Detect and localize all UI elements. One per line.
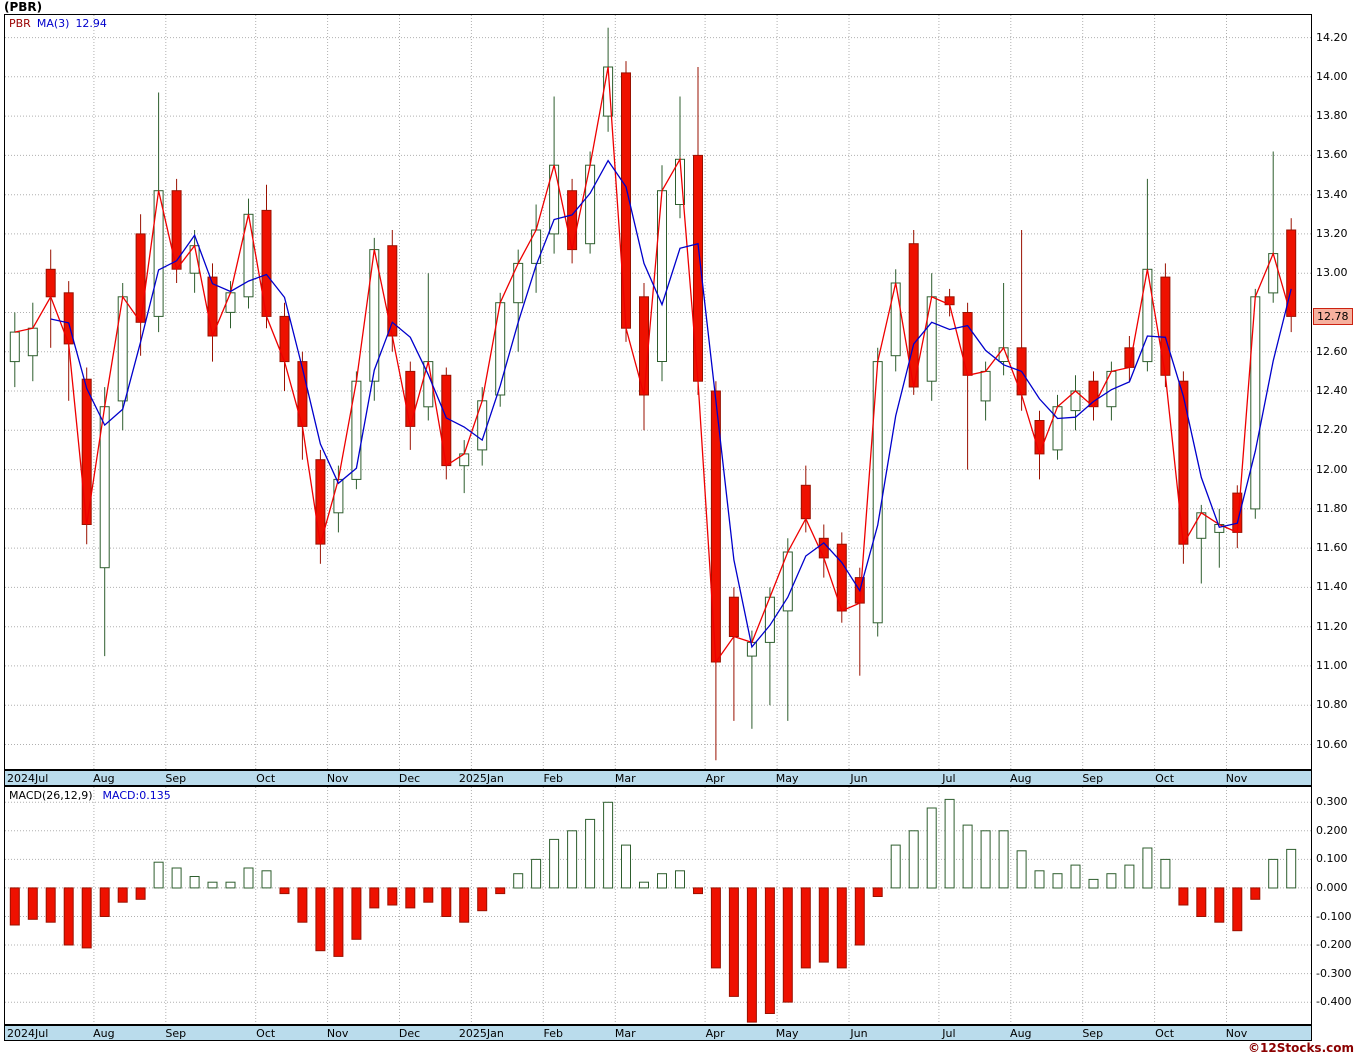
macd-tick-label: 0.100: [1316, 852, 1348, 866]
month-axis-bottom: 2024Jul Aug Sep Oct Nov Dec 2025Jan Feb Mar Apr Ma…: [4, 1025, 1312, 1041]
month-label: Oct: [256, 1027, 276, 1040]
macd-value-label: MACD:0.135: [102, 789, 171, 802]
price-tick-label: 12.00: [1316, 462, 1348, 476]
macd-tick-label: 0.200: [1316, 823, 1348, 837]
ma-label: MA(3): [36, 17, 70, 30]
month-label: Sep: [1082, 772, 1104, 785]
month-label: Aug: [1010, 1027, 1032, 1040]
month-label: Oct: [256, 772, 276, 785]
macd-legend: MACD(26,12,9) MACD:0.135: [9, 789, 181, 802]
page-title: (PBR): [4, 0, 43, 14]
price-tick-label: 11.60: [1316, 541, 1348, 555]
month-label: Sep: [165, 1027, 187, 1040]
ma-value: 12.94: [75, 17, 107, 30]
symbol-label: PBR: [9, 17, 31, 30]
price-tick-label: 10.80: [1316, 698, 1348, 712]
price-tick-label: 13.00: [1316, 266, 1348, 280]
price-tick-label: 11.00: [1316, 658, 1348, 672]
price-tick-label: 12.60: [1316, 344, 1348, 358]
price-legend: PBR MA(3) 12.94: [9, 17, 113, 30]
price-tick-label: 13.40: [1316, 187, 1348, 201]
month-label: Nov: [1225, 772, 1248, 785]
month-label: Oct: [1155, 1027, 1175, 1040]
month-label: 2024Jul: [7, 1027, 49, 1040]
month-label: Feb: [543, 1027, 564, 1040]
month-label: Jun: [850, 772, 868, 785]
macd-panel: [4, 786, 1312, 1025]
month-label: Mar: [614, 1027, 636, 1040]
month-label: Sep: [1082, 1027, 1104, 1040]
month-label: Nov: [326, 1027, 349, 1040]
watermark: ©12Stocks.com: [1248, 1041, 1354, 1055]
month-label: 2024Jul: [7, 772, 49, 785]
price-tick-label: 10.60: [1316, 737, 1348, 751]
price-tick-label: 11.40: [1316, 580, 1348, 594]
month-label: Jul: [942, 1027, 956, 1040]
month-label: Aug: [1010, 772, 1032, 785]
price-tick-label: 13.60: [1316, 148, 1348, 162]
price-tick-label: 11.20: [1316, 619, 1348, 633]
month-label: Dec: [398, 772, 421, 785]
month-label: Aug: [93, 772, 115, 785]
price-tick-label: 12.40: [1316, 384, 1348, 397]
month-label: 2025Jan: [458, 1027, 504, 1040]
month-label: Oct: [1155, 772, 1175, 785]
month-label: Apr: [705, 772, 725, 785]
macd-tick-label: -0.300: [1316, 966, 1352, 980]
month-label: Feb: [543, 772, 564, 785]
price-panel: [4, 14, 1312, 770]
month-label: 2025Jan: [458, 772, 504, 785]
month-label: Dec: [398, 1027, 421, 1040]
last-price-tag: 12.78: [1313, 308, 1353, 326]
month-label: May: [775, 1027, 799, 1040]
month-label: Jul: [942, 772, 956, 785]
month-label: Nov: [1225, 1027, 1248, 1040]
month-axis-top: 2024Jul Aug Sep Oct Nov Dec 2025Jan Feb Mar Apr Ma…: [4, 770, 1312, 786]
month-label: Sep: [165, 772, 187, 785]
month-label: May: [775, 772, 799, 785]
month-label: Jun: [850, 1027, 868, 1040]
macd-tick-label: 0.300: [1316, 795, 1348, 809]
macd-settings-label: MACD(26,12,9): [9, 789, 93, 802]
month-label: Apr: [705, 1027, 725, 1040]
month-label: Mar: [614, 772, 636, 785]
price-tick-label: 11.80: [1316, 501, 1348, 515]
price-tick-label: 14.00: [1316, 69, 1348, 83]
price-tick-label: 14.20: [1316, 30, 1348, 44]
macd-tick-label: -0.100: [1316, 909, 1352, 923]
month-label: Aug: [93, 1027, 115, 1040]
price-tick-label: 13.80: [1316, 109, 1348, 123]
month-label: Nov: [326, 772, 349, 785]
macd-tick-label: -0.400: [1316, 995, 1352, 1009]
price-tick-label: 13.20: [1316, 226, 1348, 240]
price-tick-label: 12.20: [1316, 423, 1348, 437]
macd-tick-label: -0.200: [1316, 938, 1352, 951]
macd-tick-label: 0.000: [1316, 880, 1348, 894]
